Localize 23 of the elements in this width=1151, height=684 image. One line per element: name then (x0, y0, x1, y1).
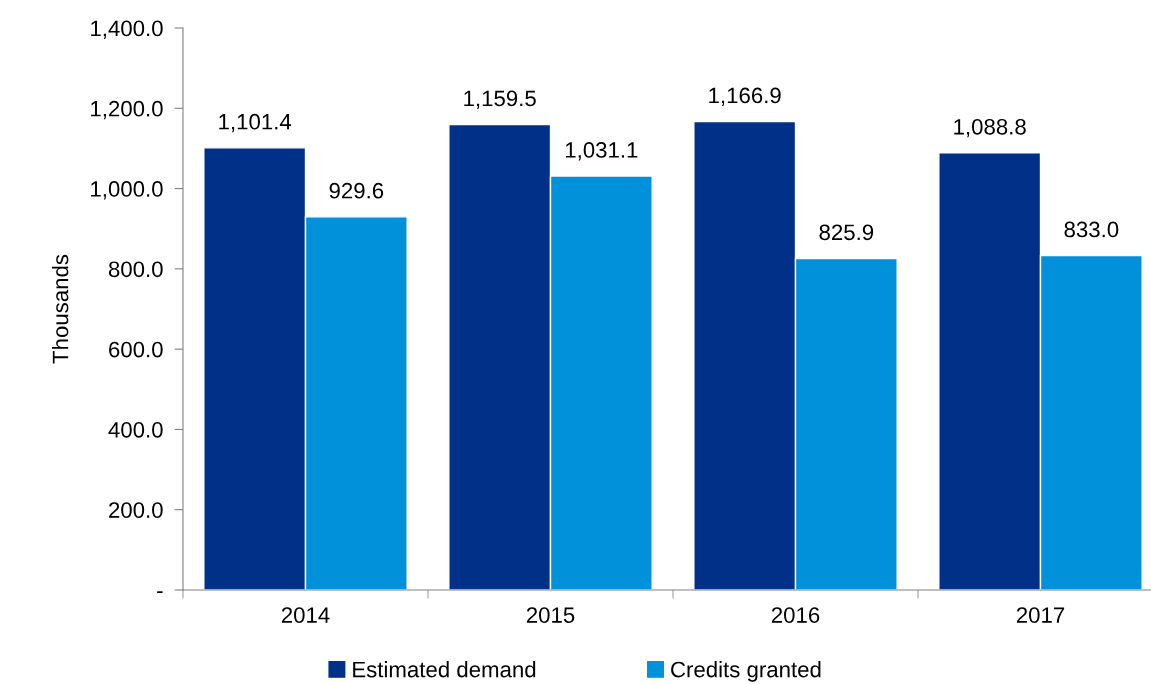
y-tick-label: - (157, 591, 163, 594)
y-tick-label: 600.0 (109, 341, 163, 358)
data-label: 825.9 (819, 224, 874, 241)
x-tick-label: 2014 (281, 607, 330, 623)
y-tick-label: 1,000.0 (91, 181, 163, 200)
y-axis-title: Thousands (52, 254, 69, 364)
data-label: 1,088.8 (954, 118, 1026, 138)
data-label: 1,101.4 (219, 113, 292, 133)
legend-label: Estimated demand (353, 661, 536, 678)
y-tick-label: 1,400.0 (91, 20, 163, 39)
data-label: 1,166.9 (709, 87, 781, 106)
x-tick-label: 2015 (526, 607, 575, 623)
y-tick-label: 200.0 (109, 502, 163, 518)
data-label: 1,159.5 (464, 90, 536, 109)
y-tick-label: 1,200.0 (91, 100, 163, 120)
x-tick-label: 2017 (1016, 607, 1065, 623)
legend-label: Credits granted (671, 661, 821, 682)
y-tick-label: 400.0 (108, 421, 163, 438)
data-label: 929.6 (329, 182, 384, 199)
data-label: 833.0 (1064, 221, 1119, 238)
x-tick-label: 2016 (771, 607, 820, 623)
y-tick-label: 800.0 (108, 261, 163, 278)
data-label: 1,031.1 (565, 142, 638, 161)
